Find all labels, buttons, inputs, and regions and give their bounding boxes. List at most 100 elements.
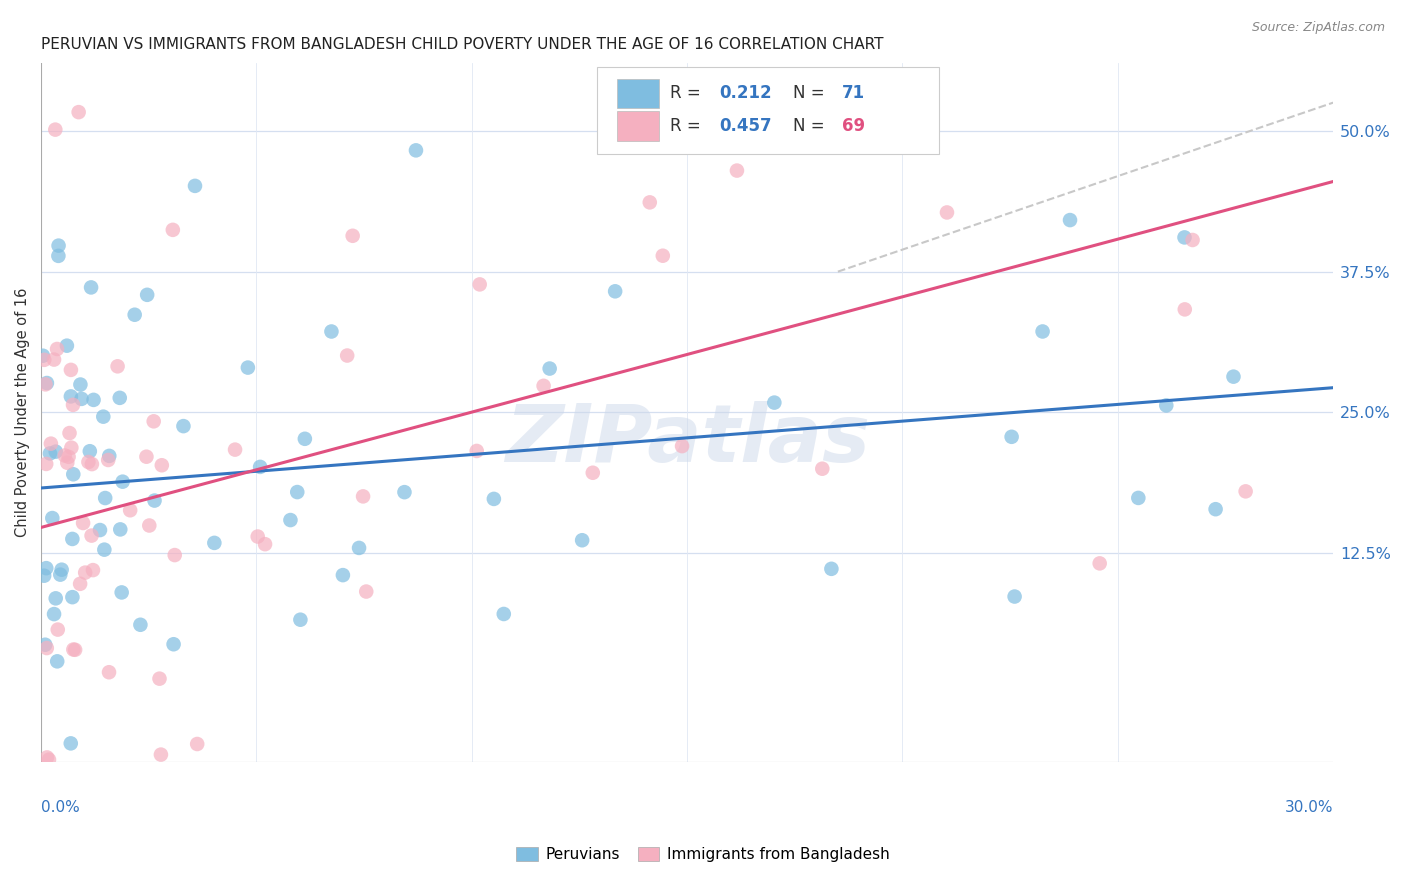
Point bbox=[143, 493, 166, 508]
Point bbox=[75, 566, 97, 580]
Point bbox=[35, 561, 58, 575]
Point bbox=[32, 568, 55, 582]
Point bbox=[342, 228, 364, 243]
Point bbox=[111, 475, 134, 489]
Point bbox=[108, 391, 131, 405]
Point bbox=[80, 457, 103, 471]
Point bbox=[35, 457, 58, 471]
Point bbox=[150, 458, 173, 473]
Text: 30.0%: 30.0% bbox=[1285, 800, 1333, 815]
Point bbox=[148, 672, 170, 686]
Point bbox=[246, 530, 269, 544]
Point bbox=[97, 453, 120, 467]
Point bbox=[39, 436, 62, 450]
Point bbox=[725, 163, 748, 178]
Point bbox=[280, 513, 302, 527]
Text: N =: N = bbox=[793, 84, 830, 103]
Text: 0.212: 0.212 bbox=[720, 84, 772, 103]
Point bbox=[41, 511, 63, 525]
Point bbox=[763, 395, 786, 409]
Text: ZIPatlas: ZIPatlas bbox=[505, 401, 870, 479]
Point bbox=[1004, 590, 1026, 604]
Text: Source: ZipAtlas.com: Source: ZipAtlas.com bbox=[1251, 21, 1385, 34]
Point bbox=[138, 518, 160, 533]
Point bbox=[45, 444, 67, 458]
Point bbox=[59, 389, 82, 403]
Point bbox=[59, 363, 82, 377]
Point bbox=[46, 654, 69, 668]
Point bbox=[811, 461, 834, 475]
Point bbox=[162, 223, 184, 237]
Point bbox=[89, 523, 111, 537]
Point bbox=[1156, 398, 1178, 412]
Point bbox=[1001, 430, 1024, 444]
Text: 0.457: 0.457 bbox=[720, 117, 772, 135]
Point bbox=[149, 747, 172, 762]
Point bbox=[80, 280, 103, 294]
Point bbox=[111, 585, 134, 599]
Point bbox=[67, 105, 90, 120]
Point bbox=[224, 442, 246, 457]
FancyBboxPatch shape bbox=[617, 78, 659, 108]
Point bbox=[42, 607, 65, 621]
Point bbox=[163, 548, 186, 562]
Point bbox=[347, 541, 370, 555]
Point bbox=[332, 568, 354, 582]
Text: 71: 71 bbox=[842, 84, 865, 103]
Point bbox=[35, 750, 58, 764]
Point bbox=[290, 613, 312, 627]
Point bbox=[91, 409, 114, 424]
Point bbox=[936, 205, 959, 219]
Point bbox=[51, 563, 73, 577]
Point bbox=[671, 439, 693, 453]
Point bbox=[48, 238, 70, 252]
Text: N =: N = bbox=[793, 117, 830, 135]
Point bbox=[44, 122, 66, 136]
Point bbox=[162, 637, 184, 651]
Point bbox=[352, 489, 374, 503]
Point bbox=[38, 753, 60, 767]
Point bbox=[62, 467, 84, 482]
Point bbox=[45, 591, 67, 606]
Point bbox=[1032, 325, 1054, 339]
Point bbox=[254, 537, 277, 551]
Point bbox=[1181, 233, 1204, 247]
Point bbox=[1088, 557, 1111, 571]
Point bbox=[186, 737, 208, 751]
FancyBboxPatch shape bbox=[596, 67, 939, 154]
Point bbox=[60, 532, 83, 546]
Point bbox=[465, 444, 488, 458]
Point bbox=[142, 414, 165, 428]
Point bbox=[202, 536, 225, 550]
Point bbox=[79, 444, 101, 458]
Text: PERUVIAN VS IMMIGRANTS FROM BANGLADESH CHILD POVERTY UNDER THE AGE OF 16 CORRELA: PERUVIAN VS IMMIGRANTS FROM BANGLADESH C… bbox=[41, 37, 883, 53]
Point bbox=[72, 516, 94, 530]
Point bbox=[56, 456, 79, 470]
Point bbox=[605, 285, 627, 299]
Point bbox=[910, 87, 932, 101]
Point bbox=[46, 623, 69, 637]
Point bbox=[70, 392, 93, 406]
Point bbox=[93, 542, 115, 557]
Point bbox=[60, 441, 83, 455]
Point bbox=[1173, 230, 1195, 244]
Point bbox=[285, 485, 308, 500]
Point bbox=[405, 144, 427, 158]
Point bbox=[1234, 484, 1257, 499]
Point bbox=[538, 361, 561, 376]
FancyBboxPatch shape bbox=[617, 112, 659, 141]
Point bbox=[49, 567, 72, 582]
Text: R =: R = bbox=[671, 117, 706, 135]
Point bbox=[110, 522, 132, 536]
Point bbox=[42, 352, 65, 367]
Point bbox=[34, 638, 56, 652]
Point bbox=[39, 446, 62, 460]
Point bbox=[48, 249, 70, 263]
Point bbox=[62, 398, 84, 412]
Point bbox=[98, 449, 121, 463]
Point bbox=[32, 352, 55, 367]
Point bbox=[184, 178, 207, 193]
Point bbox=[492, 607, 515, 621]
Point bbox=[582, 466, 605, 480]
Point bbox=[107, 779, 129, 793]
